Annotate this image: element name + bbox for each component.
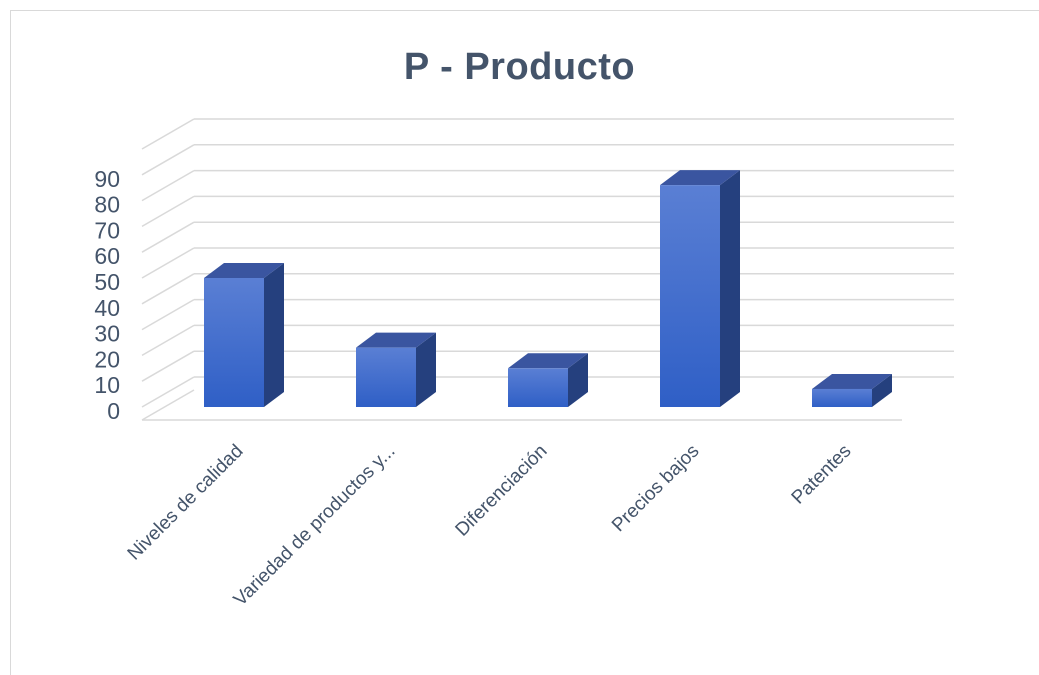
y-tick-label: 20: [94, 346, 120, 372]
bar-side: [416, 332, 436, 407]
y-tick-label: 80: [94, 192, 120, 218]
gridline-side: [141, 324, 195, 357]
chart-frame: [10, 10, 1039, 675]
bar-top: [660, 170, 740, 186]
chart-title: P - Producto: [403, 46, 636, 88]
y-tick-label: 90: [94, 166, 120, 192]
gridline-side: [141, 350, 195, 382]
bar: [204, 263, 284, 407]
x-category-label: Niveles de calidad: [124, 441, 248, 565]
bar-front: [660, 185, 720, 407]
bar-top: [204, 263, 284, 278]
y-tick-label: 30: [94, 321, 120, 347]
gridline-side: [141, 376, 195, 408]
bar-side: [568, 353, 588, 407]
gridline-side: [141, 144, 195, 176]
bar-top: [356, 332, 436, 348]
y-tick-label: 10: [94, 372, 120, 398]
gridline-side: [141, 169, 195, 202]
bar: [812, 373, 892, 407]
bar: [508, 353, 588, 407]
bar: [356, 332, 436, 407]
x-category-label: Precios bajos: [608, 441, 704, 537]
y-tick-label: 60: [94, 243, 120, 269]
x-category-label: Variedad de productos y...: [230, 441, 400, 611]
bar-top: [812, 373, 892, 389]
y-tick-label: 70: [94, 217, 120, 243]
bars: [204, 170, 892, 407]
gridline-side: [141, 298, 195, 331]
gridline-side: [141, 273, 195, 305]
bar-side: [872, 373, 892, 407]
x-category-label: Patentes: [788, 441, 856, 509]
bar-front: [508, 368, 568, 407]
y-tick-label: 50: [94, 269, 120, 295]
bar-front: [812, 388, 872, 407]
x-category-label: Diferenciación: [452, 441, 552, 541]
gridline-side: [141, 221, 195, 253]
y-tick-label: 40: [94, 295, 120, 321]
bar-side: [264, 263, 284, 407]
y-tick-label: 0: [107, 398, 120, 424]
gridline-side: [141, 195, 195, 228]
floor-side-line: [141, 389, 195, 421]
gridline-side: [141, 118, 195, 150]
bar-front: [204, 278, 264, 407]
bar: [660, 170, 740, 407]
bar-top: [508, 353, 588, 369]
gridline-side: [141, 247, 195, 279]
bar-side: [720, 170, 740, 407]
gridlines: [141, 118, 954, 421]
bar-front: [356, 347, 416, 407]
